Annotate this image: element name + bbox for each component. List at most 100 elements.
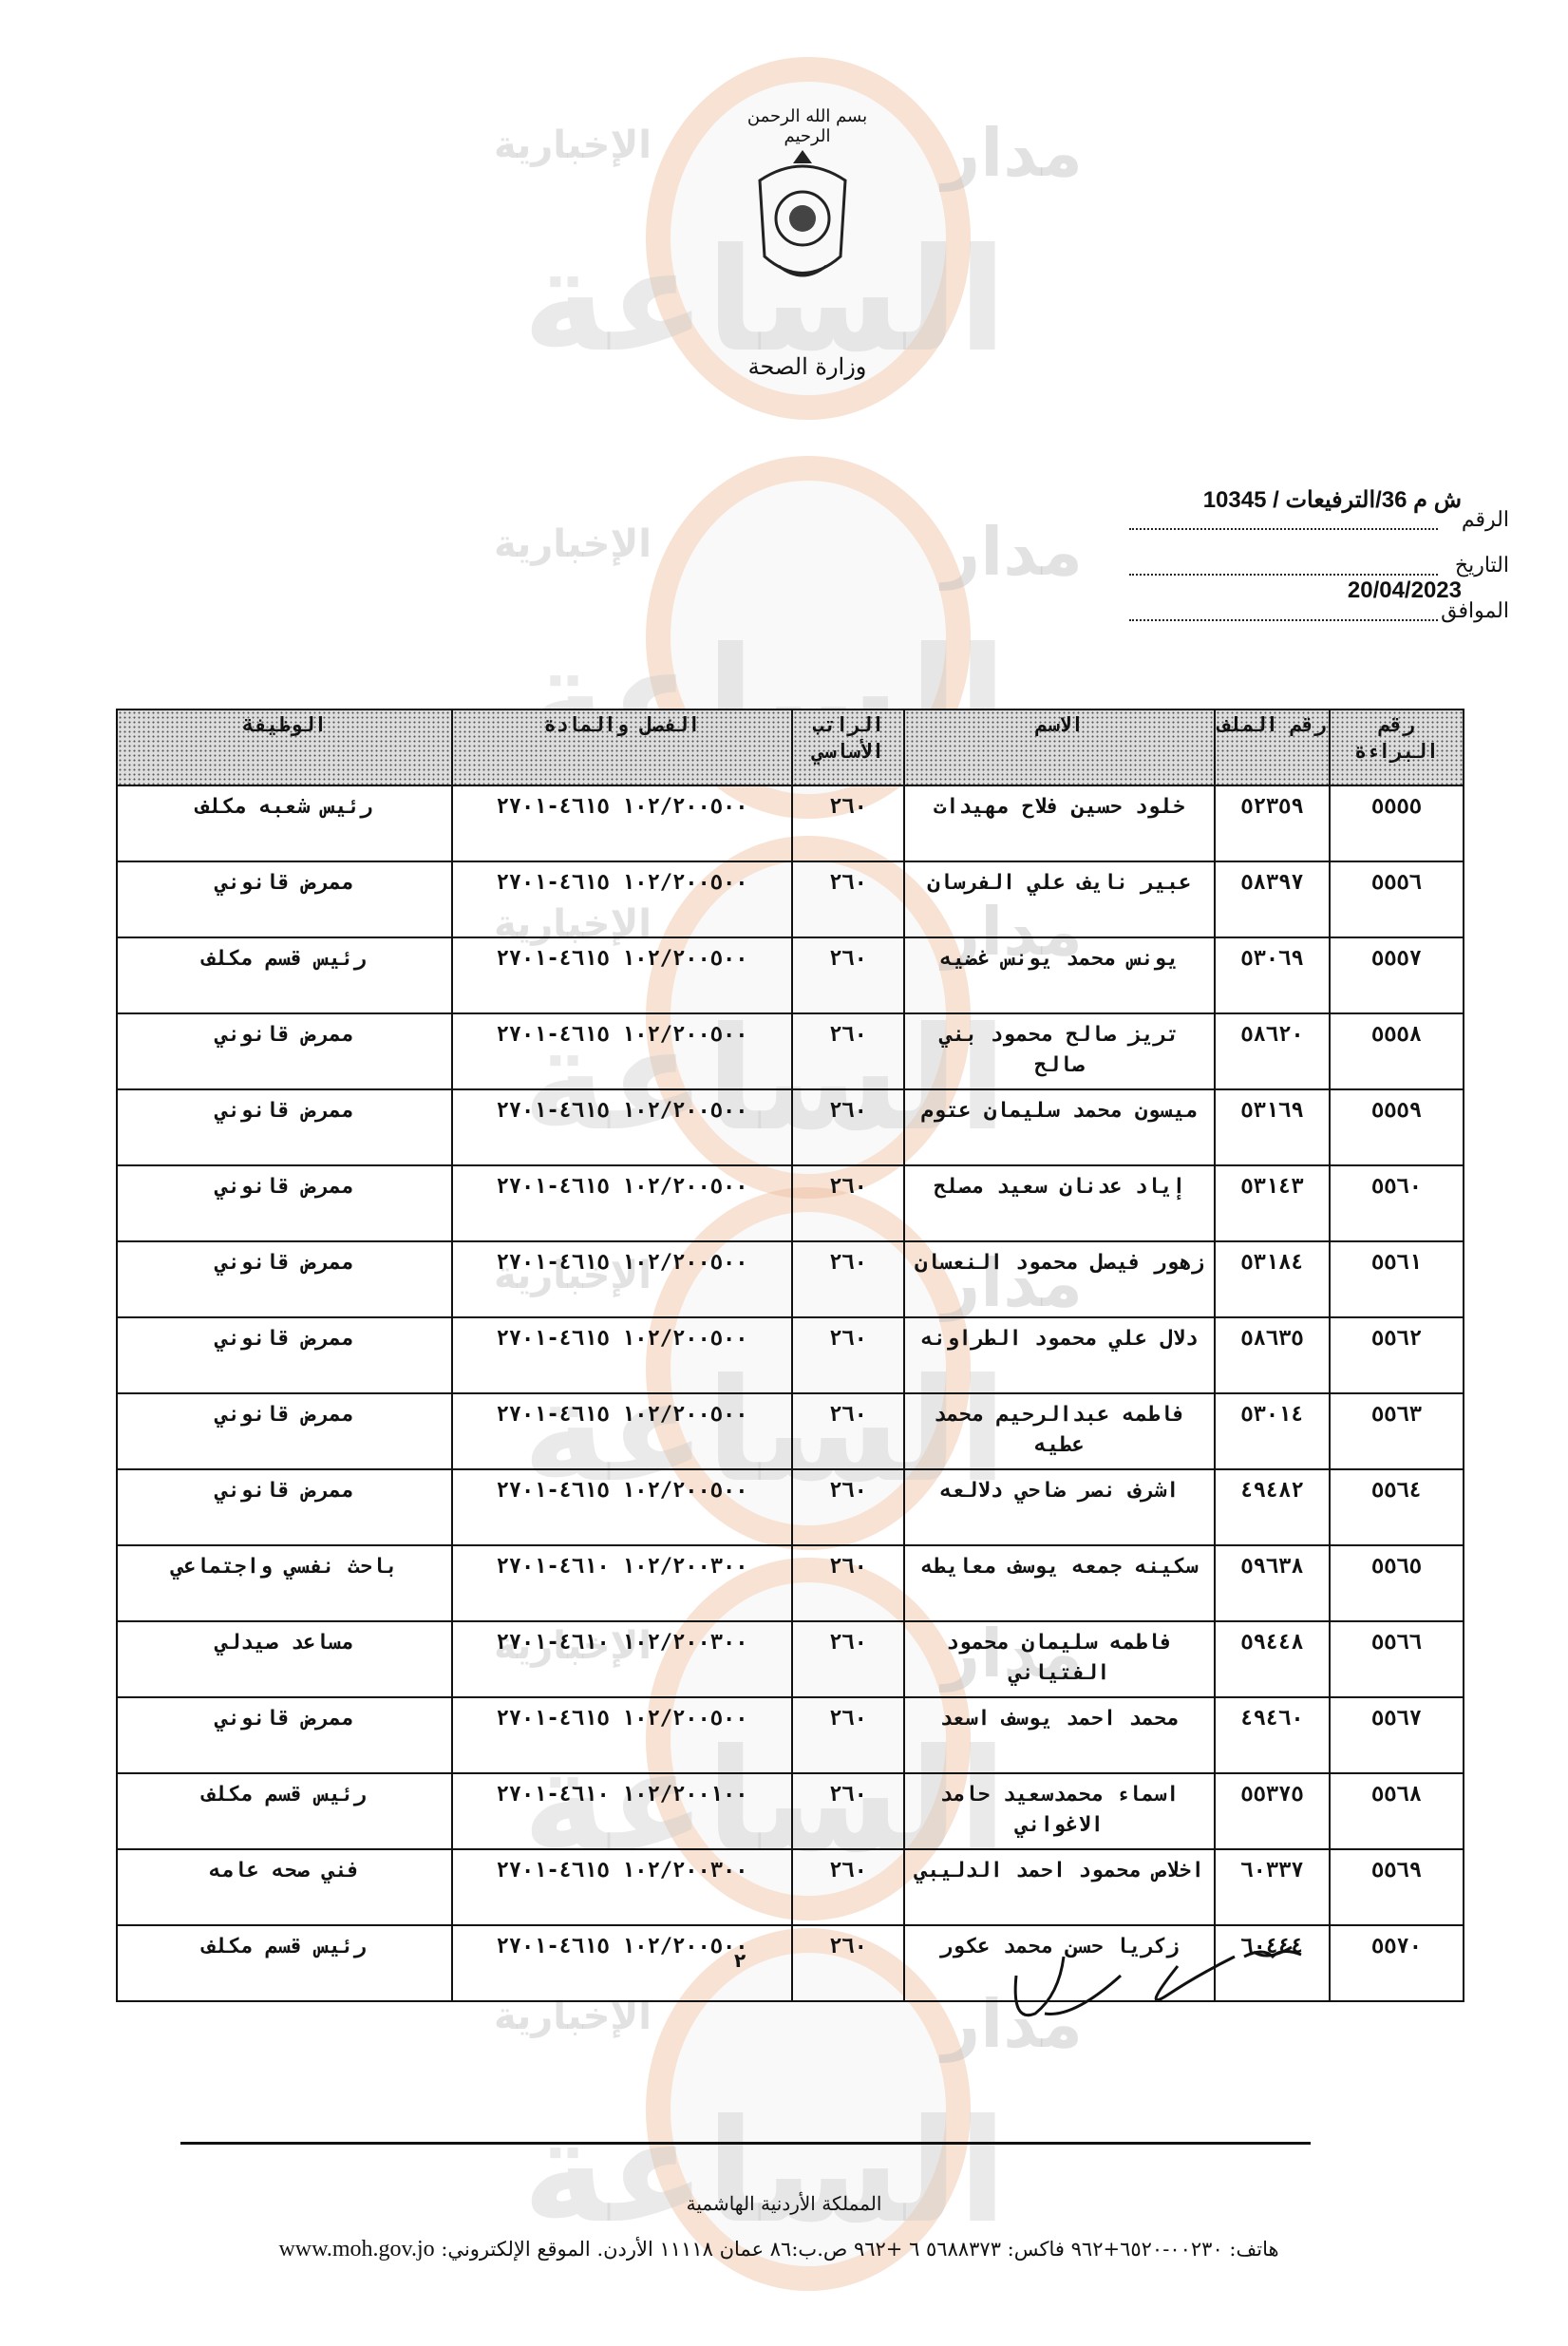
cell-chapter-article: ١٠٢/٢٠٠٥٠٠ ٤٦١٥-٢٧٠١ <box>451 1392 793 1470</box>
table-row: ٥٥٦٠ ٥٣١٤٣ إياد عدنان سعيد مصلح ٢٦٠ ١٠٢/٢٠٠٥… <box>116 1164 1464 1242</box>
table-row: ٥٥٦٤ ٤٩٤٨٢ اشرف نصر ضاحي دلالعه ٢٦٠ ١٠٢/٢٠٠٥… <box>116 1468 1464 1546</box>
cell-name: عبير نايف علي الفرسان <box>903 861 1216 938</box>
cell-license-number: ٥٥٥٩ <box>1329 1088 1464 1166</box>
cell-file-number: ٥٩٦٣٨ <box>1214 1544 1331 1622</box>
cell-basic-salary: ٢٦٠ <box>791 1240 905 1318</box>
cell-name: إياد عدنان سعيد مصلح <box>903 1164 1216 1242</box>
table-row: ٥٥٦٥ ٥٩٦٣٨ سكينه جمعه يوسف معايطه ٢٦٠ ١٠٢/٢٠… <box>116 1544 1464 1622</box>
table-row: ٥٥٧٠ ٦٠٤٤٤ زكريا حسن محمد عكور ٢٦٠ ١٠٢/٢٠٠٥٠… <box>116 1924 1464 2002</box>
cell-license-number: ٥٥٦٣ <box>1329 1392 1464 1470</box>
cell-name: تريز صالح محمود بني صالح <box>903 1012 1216 1090</box>
cell-job-title: ممرض قانوني <box>116 1468 453 1546</box>
footer-contact-text: هاتف: ٠٠٢٣٠-٦٥٢٠+٩٦٢ فاكس: ٥٦٨٨٣٧٣ ٦ +٩٦… <box>441 2238 1279 2261</box>
cell-file-number: ٥٣١٨٤ <box>1214 1240 1331 1318</box>
cell-chapter-article: ١٠٢/٢٠٠٥٠٠ ٤٦١٥-٢٧٠١ <box>451 861 793 938</box>
header-license-number: رقم البراءة <box>1329 709 1464 786</box>
cell-chapter-article: ١٠٢/٢٠٠٥٠٠ ٤٦١٥-٢٧٠١ <box>451 1924 793 2002</box>
footer-divider <box>180 2142 1311 2145</box>
cell-name: دلال علي محمود الطراونه <box>903 1316 1216 1394</box>
cell-chapter-article: ١٠٢/٢٠٠١٠٠ ٤٦١٠-٢٧٠١ <box>451 1772 793 1850</box>
cell-basic-salary: ٢٦٠ <box>791 1772 905 1850</box>
cell-job-title: رئيس شعبه مكلف <box>116 785 453 862</box>
cell-chapter-article: ١٠٢/٢٠٠٣٠٠ ٤٦١٠-٢٧٠١ <box>451 1544 793 1622</box>
cell-job-title: ممرض قانوني <box>116 1316 453 1394</box>
basmala: بسم الله الرحمن الرحيم <box>746 106 868 146</box>
watermark-text: الإخبارية <box>494 522 652 566</box>
table-row: ٥٥٦٣ ٥٣٠١٤ فاطمه عبدالرحيم محمد عطيه ٢٦٠ ١٠٢… <box>116 1392 1464 1470</box>
table-row: ٥٥٦٩ ٦٠٣٣٧ اخلاص محمود احمد الدليبي ٢٦٠ ١٠٢/… <box>116 1848 1464 1926</box>
cell-license-number: ٥٥٦٨ <box>1329 1772 1464 1850</box>
table-row: ٥٥٦٢ ٥٨٦٣٥ دلال علي محمود الطراونه ٢٦٠ ١٠٢/٢… <box>116 1316 1464 1394</box>
cell-license-number: ٥٥٦٠ <box>1329 1164 1464 1242</box>
cell-job-title: باحث نفسي واجتماعي <box>116 1544 453 1622</box>
cell-license-number: ٥٥٥٥ <box>1329 785 1464 862</box>
cell-chapter-article: ١٠٢/٢٠٠٥٠٠ ٤٦١٥-٢٧٠١ <box>451 1468 793 1546</box>
cell-job-title: رئيس قسم مكلف <box>116 937 453 1014</box>
cell-basic-salary: ٢٦٠ <box>791 1088 905 1166</box>
cell-file-number: ٥٣١٤٣ <box>1214 1164 1331 1242</box>
reference-block: الرقم ش م 36/الترفيعات / 10345 التاريخ ال… <box>1129 486 1509 623</box>
cell-job-title: ممرض قانوني <box>116 1012 453 1090</box>
cell-name: فاطمه عبدالرحيم محمد عطيه <box>903 1392 1216 1470</box>
table-row: ٥٥٦١ ٥٣١٨٤ زهور فيصل محمود النعسان ٢٦٠ ١٠٢/٢… <box>116 1240 1464 1318</box>
cell-license-number: ٥٥٦٧ <box>1329 1696 1464 1774</box>
signatures <box>1013 1945 1302 2016</box>
number-label: الرقم <box>1461 507 1509 531</box>
table-row: ٥٥٦٦ ٥٩٤٤٨ فاطمه سليمان محمود الفتياني ٢٦٠ ١… <box>116 1620 1464 1698</box>
footer-website-link[interactable]: www.moh.gov.jo <box>278 2237 435 2261</box>
cell-chapter-article: ١٠٢/٢٠٠٥٠٠ ٤٦١٥-٢٧٠١ <box>451 1240 793 1318</box>
cell-file-number: ٤٩٤٨٢ <box>1214 1468 1331 1546</box>
cell-basic-salary: ٢٦٠ <box>791 1012 905 1090</box>
watermark-text: مدار <box>941 114 1083 192</box>
corresponding-date-label: الموافق <box>1441 598 1509 622</box>
cell-license-number: ٥٥٧٠ <box>1329 1924 1464 2002</box>
cell-license-number: ٥٥٦٥ <box>1329 1544 1464 1622</box>
cell-license-number: ٥٥٦٤ <box>1329 1468 1464 1546</box>
table-row: ٥٥٦٨ ٥٥٣٧٥ اسماء محمدسعيد حامد الاغواني ٢٦٠… <box>116 1772 1464 1850</box>
cell-basic-salary: ٢٦٠ <box>791 1316 905 1394</box>
footer-kingdom: المملكة الأردنية الهاشمية <box>686 2192 882 2215</box>
cell-license-number: ٥٥٦٩ <box>1329 1848 1464 1926</box>
cell-chapter-article: ١٠٢/٢٠٠٥٠٠ ٤٦١٥-٢٧٠١ <box>451 1164 793 1242</box>
cell-basic-salary: ٢٦٠ <box>791 1620 905 1698</box>
cell-basic-salary: ٢٦٠ <box>791 1848 905 1926</box>
cell-basic-salary: ٢٦٠ <box>791 1924 905 2002</box>
cell-name: خلود حسين فلاح مهيدات <box>903 785 1216 862</box>
cell-file-number: ٤٩٤٦٠ <box>1214 1696 1331 1774</box>
cell-name: زكريا حسن محمد عكور <box>903 1924 1216 2002</box>
cell-name: محمد احمد يوسف اسعد <box>903 1696 1216 1774</box>
footer-contact: هاتف: ٠٠٢٣٠-٦٥٢٠+٩٦٢ فاكس: ٥٦٨٨٣٧٣ ٦ +٩٦… <box>247 2237 1311 2262</box>
cell-job-title: ممرض قانوني <box>116 1696 453 1774</box>
cell-chapter-article: ١٠٢/٢٠٠٣٠٠ ٤٦١٥-٢٧٠١ <box>451 1848 793 1926</box>
cell-file-number: ٥٣٠٦٩ <box>1214 937 1331 1014</box>
cell-job-title: رئيس قسم مكلف <box>116 1924 453 2002</box>
cell-chapter-article: ١٠٢/٢٠٠٥٠٠ ٤٦١٥-٢٧٠١ <box>451 1088 793 1166</box>
cell-basic-salary: ٢٦٠ <box>791 1696 905 1774</box>
cell-basic-salary: ٢٦٠ <box>791 937 905 1014</box>
cell-license-number: ٥٥٦٢ <box>1329 1316 1464 1394</box>
header-job-title: الوظيفة <box>116 709 453 786</box>
cell-name: زهور فيصل محمود النعسان <box>903 1240 1216 1318</box>
header-chapter-article: الفصل والمادة <box>451 709 793 786</box>
cell-name: ميسون محمد سليمان عتوم <box>903 1088 1216 1166</box>
table-row: ٥٥٥٨ ٥٨٦٢٠ تريز صالح محمود بني صالح ٢٦٠ ١٠٢/… <box>116 1012 1464 1090</box>
cell-basic-salary: ٢٦٠ <box>791 1544 905 1622</box>
cell-job-title: رئيس قسم مكلف <box>116 1772 453 1850</box>
cell-name: اشرف نصر ضاحي دلالعه <box>903 1468 1216 1546</box>
table-header-row: رقم البراءة رقم الملف الاسم الراتب الأسا… <box>116 709 1464 786</box>
cell-name: اسماء محمدسعيد حامد الاغواني <box>903 1772 1216 1850</box>
cell-file-number: ٥٨٦٢٠ <box>1214 1012 1331 1090</box>
cell-license-number: ٥٥٥٨ <box>1329 1012 1464 1090</box>
header-file-number: رقم الملف <box>1214 709 1331 786</box>
cell-job-title: مساعد صيدلي <box>116 1620 453 1698</box>
table-row: ٥٥٥٧ ٥٣٠٦٩ يونس محمد يونس غضيه ٢٦٠ ١٠٢/٢٠٠٥٠… <box>116 937 1464 1014</box>
cell-file-number: ٥٣١٦٩ <box>1214 1088 1331 1166</box>
header-name: الاسم <box>903 709 1216 786</box>
cell-chapter-article: ١٠٢/٢٠٠٥٠٠ ٤٦١٥-٢٧٠١ <box>451 1316 793 1394</box>
cell-basic-salary: ٢٦٠ <box>791 1468 905 1546</box>
cell-license-number: ٥٥٦٦ <box>1329 1620 1464 1698</box>
cell-job-title: ممرض قانوني <box>116 1240 453 1318</box>
cell-job-title: ممرض قانوني <box>116 861 453 938</box>
cell-chapter-article: ١٠٢/٢٠٠٥٠٠ ٤٦١٥-٢٧٠١ <box>451 1012 793 1090</box>
cell-name: فاطمه سليمان محمود الفتياني <box>903 1620 1216 1698</box>
